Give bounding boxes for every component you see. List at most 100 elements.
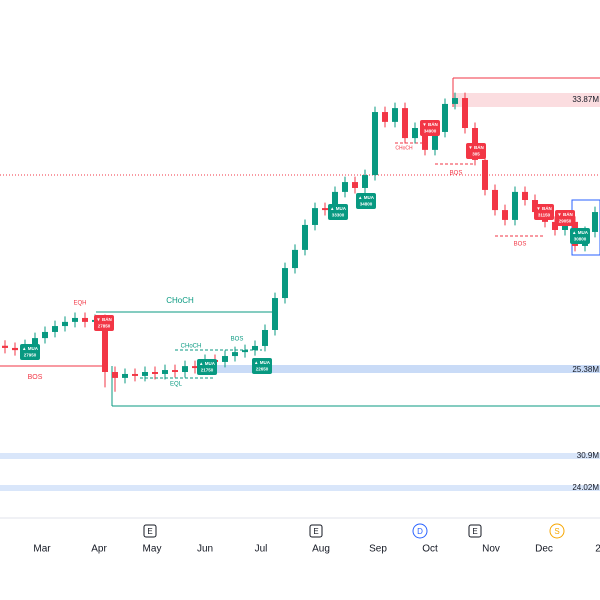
x-tick-label: 2	[595, 544, 600, 555]
signal-label: ▼ BÁN 305	[466, 143, 486, 159]
candle-body	[172, 370, 178, 373]
supply-zone	[453, 93, 600, 107]
candle-body	[152, 372, 158, 374]
candle-body	[42, 331, 48, 339]
candle-body	[412, 128, 418, 139]
candle-body	[362, 175, 368, 188]
signal-price: 21750	[201, 368, 214, 373]
candle-body	[32, 338, 38, 346]
candle-body	[352, 182, 358, 188]
level-label: 33.87M	[572, 95, 599, 104]
signal-box	[356, 193, 376, 209]
annotation: CHoCH	[166, 296, 194, 305]
candle-body	[222, 356, 228, 362]
event-icon	[143, 524, 157, 538]
candle-body	[432, 131, 438, 150]
signal-type: ▼ BÁN	[96, 316, 111, 322]
signal-box	[20, 344, 40, 360]
event-icon	[412, 523, 428, 539]
annotation: EQL	[170, 382, 183, 388]
signal-label: ▲ MUA 34800	[356, 193, 376, 209]
signal-box	[328, 204, 348, 220]
candle-body	[402, 108, 408, 139]
candle-body	[322, 208, 328, 211]
signal-label: ▲ MUA 21750	[197, 359, 217, 375]
signal-box	[570, 228, 590, 244]
signal-price: 33300	[332, 213, 345, 218]
signal-label: ▼ BÁN 31150	[534, 204, 554, 220]
level-label: 30.9M	[577, 451, 600, 460]
candle-body	[132, 373, 138, 376]
signal-price: 22650	[256, 367, 269, 372]
signal-price: 29050	[559, 219, 572, 224]
event-icon	[309, 524, 323, 538]
candle-body	[272, 298, 278, 330]
signal-box	[534, 204, 554, 220]
signal-box	[94, 315, 114, 331]
x-tick-label: Oct	[422, 544, 438, 555]
signal-type: ▼ BÁN	[422, 121, 437, 127]
candle-body	[72, 317, 78, 322]
candle-body	[102, 319, 108, 373]
candle-body	[232, 352, 238, 357]
signal-label: ▲ MUA 33300	[328, 204, 348, 220]
candle-body	[392, 108, 398, 122]
signal-price: 305	[472, 152, 480, 157]
signal-label: ▲ MUA 27950	[20, 344, 40, 360]
annotation: BOS	[231, 337, 244, 343]
volume-band	[0, 485, 600, 491]
candle-body	[462, 98, 468, 129]
signal-label: ▲ MUA 30800	[570, 228, 590, 244]
candle-body	[62, 321, 68, 327]
signal-price: 34900	[424, 129, 437, 134]
signal-label: ▼ BÁN 27850	[94, 315, 114, 331]
x-tick-label: May	[143, 544, 162, 555]
x-tick-label: Aug	[312, 544, 330, 555]
signal-type: ▲ MUA	[22, 346, 39, 351]
signal-price: 30800	[574, 237, 587, 242]
x-tick-label: Apr	[91, 544, 107, 555]
x-tick-label: Jul	[255, 544, 268, 555]
candle-body	[512, 191, 518, 220]
candle-body	[502, 210, 508, 220]
x-tick-label: Sep	[369, 544, 387, 555]
signal-box	[466, 143, 486, 159]
annotation: BOS	[450, 171, 463, 177]
annotation: BOS	[28, 374, 43, 381]
signal-type: ▲ MUA	[330, 206, 347, 211]
signal-box	[197, 359, 217, 375]
signal-type: ▲ MUA	[358, 195, 375, 200]
candle-body	[382, 112, 388, 122]
level-label: 24.02M	[572, 483, 599, 492]
annotation: CHoCH	[181, 344, 202, 350]
signal-type: ▼ BÁN	[468, 144, 483, 150]
event-label: E	[472, 527, 477, 536]
event-label: E	[313, 527, 318, 536]
signal-label: ▼ BÁN 29050	[555, 210, 575, 226]
event-label: S	[554, 527, 559, 536]
candle-body	[192, 366, 198, 369]
x-tick-label: Dec	[535, 544, 553, 555]
event-label: D	[417, 527, 423, 536]
candle-body	[312, 208, 318, 225]
candle-body	[452, 98, 458, 104]
annotation: EQH	[73, 301, 86, 307]
candle-body	[442, 103, 448, 132]
signal-box	[555, 210, 575, 226]
x-tick-label: Nov	[482, 544, 500, 555]
candle-body	[242, 350, 248, 353]
signal-type: ▼ BÁN	[536, 205, 551, 211]
signal-label: ▼ BÁN 34900	[420, 120, 440, 136]
event-label: E	[147, 527, 152, 536]
x-tick-label: Mar	[33, 544, 51, 555]
volume-band	[0, 453, 600, 459]
event-icon	[549, 523, 565, 539]
candle-body	[122, 373, 128, 378]
candle-body	[342, 182, 348, 192]
level-label: 25.38M	[572, 365, 599, 374]
candle-body	[552, 221, 558, 230]
candle-body	[592, 212, 598, 232]
candle-body	[302, 224, 308, 250]
event-icon	[468, 524, 482, 538]
candle-body	[252, 345, 258, 351]
